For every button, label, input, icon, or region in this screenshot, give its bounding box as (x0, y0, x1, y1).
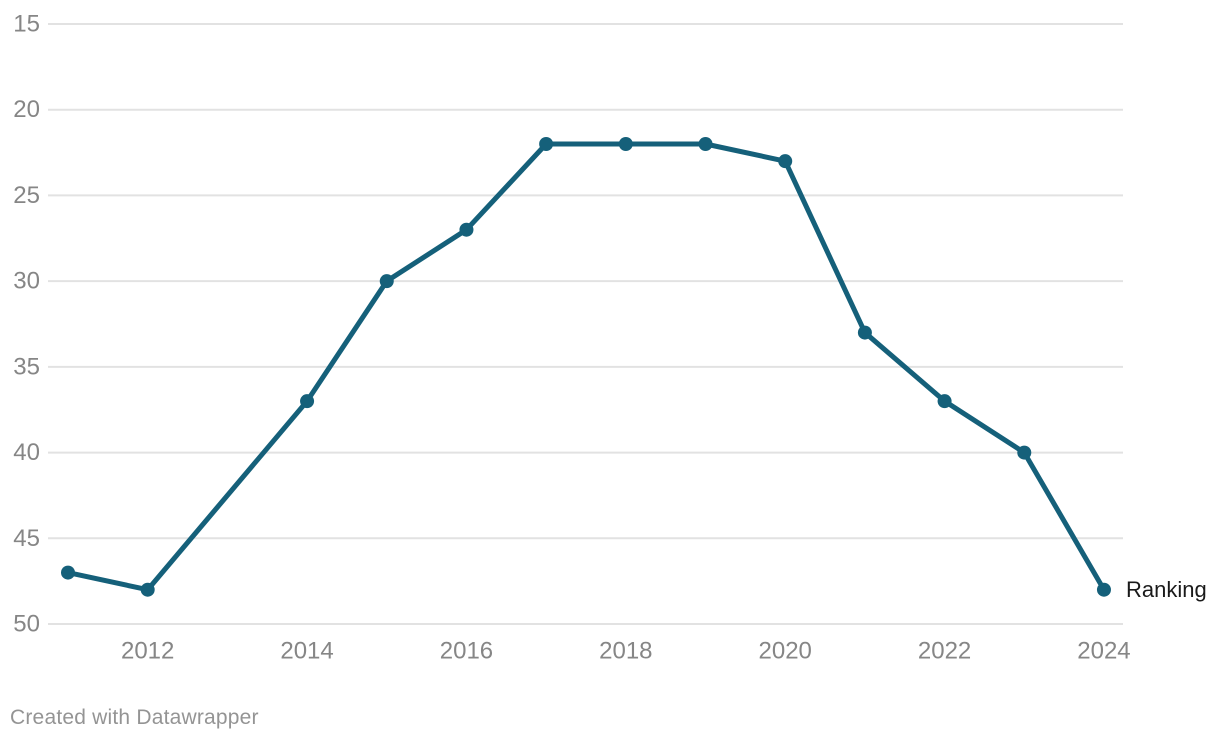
y-tick-label: 15 (13, 11, 40, 38)
data-point (618, 137, 633, 152)
x-tick-label: 2022 (918, 638, 971, 665)
data-point (379, 274, 394, 289)
data-point (937, 394, 952, 409)
data-point (300, 394, 315, 409)
y-tick-label: 45 (13, 525, 40, 552)
data-point (1096, 582, 1111, 597)
y-tick-label: 35 (13, 353, 40, 380)
data-point (140, 582, 155, 597)
y-tick-label: 20 (13, 96, 40, 123)
series-label: Ranking (1126, 577, 1207, 602)
y-tick-label: 40 (13, 439, 40, 466)
x-tick-label: 2012 (121, 638, 174, 665)
y-tick-label: 30 (13, 268, 40, 295)
y-tick-label: 25 (13, 182, 40, 209)
data-point (1017, 445, 1032, 460)
data-point (778, 154, 793, 169)
data-point (539, 137, 554, 152)
x-tick-label: 2016 (440, 638, 493, 665)
x-tick-label: 2020 (759, 638, 812, 665)
y-tick-label: 50 (13, 611, 40, 638)
x-tick-label: 2018 (599, 638, 652, 665)
data-point (857, 325, 872, 340)
data-point (698, 137, 713, 152)
datawrapper-credit: Created with Datawrapper (10, 706, 259, 729)
line-chart: 15 20 25 30 35 40 45 50 2012 2014 2016 2018 2020 2022… (13, 11, 1207, 665)
data-point (61, 565, 75, 580)
data-point (459, 222, 474, 237)
x-tick-label: 2024 (1077, 638, 1130, 665)
x-tick-label: 2014 (280, 638, 333, 665)
